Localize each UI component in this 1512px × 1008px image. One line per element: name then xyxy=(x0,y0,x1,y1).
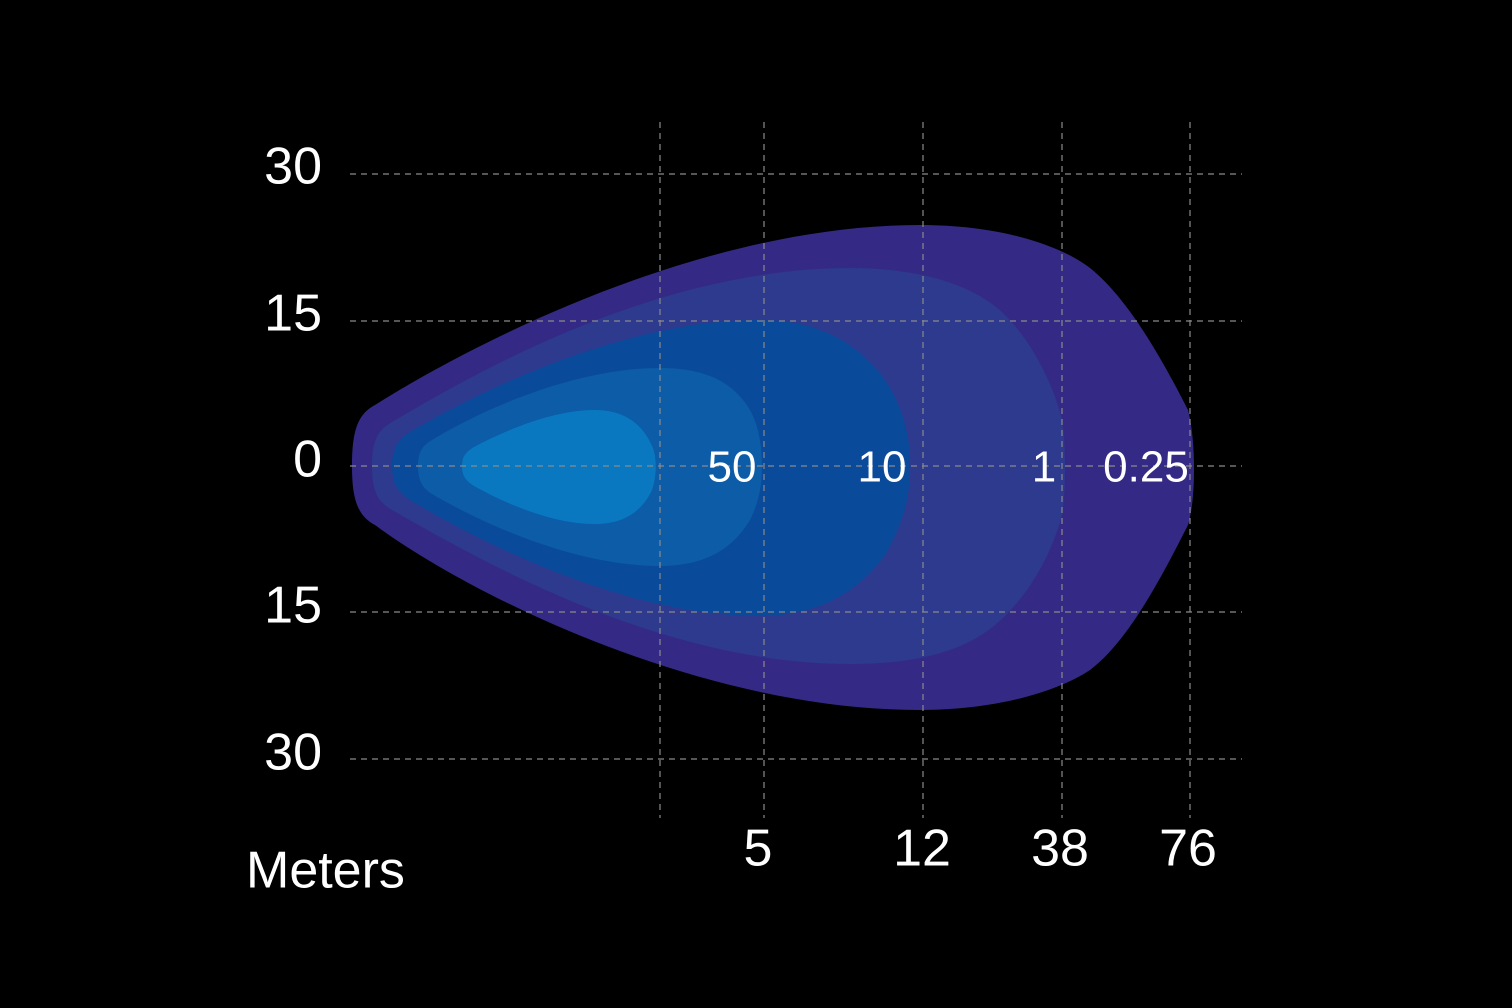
contour-label: 50 xyxy=(708,443,757,492)
x-label: 38 xyxy=(1031,820,1089,878)
y-label: 15 xyxy=(264,577,322,635)
contour-label: 1 xyxy=(1032,443,1056,492)
x-label: 5 xyxy=(744,820,773,878)
contour-label: 0.25 xyxy=(1103,443,1189,492)
grid xyxy=(350,122,1242,818)
y-label: 30 xyxy=(264,138,322,196)
y-label: 30 xyxy=(264,724,322,782)
x-label: 12 xyxy=(893,820,951,878)
contour-label: 10 xyxy=(858,443,907,492)
y-label: 0 xyxy=(293,431,322,489)
x-axis-title: Meters xyxy=(246,842,405,900)
contour-core xyxy=(462,410,656,524)
x-label: 76 xyxy=(1159,820,1217,878)
contours xyxy=(352,225,1194,710)
y-label: 15 xyxy=(264,285,322,343)
